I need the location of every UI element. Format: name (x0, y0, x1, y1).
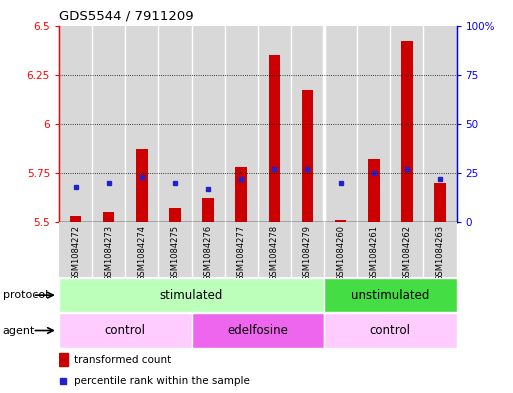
Text: GDS5544 / 7911209: GDS5544 / 7911209 (59, 10, 193, 23)
Bar (191, 313, 324, 348)
Bar (324, 222, 357, 277)
Bar (59, 353, 68, 366)
Bar (235, 167, 247, 222)
Text: GSM1084263: GSM1084263 (436, 225, 444, 281)
Text: control: control (370, 324, 411, 337)
Bar (368, 159, 380, 222)
Text: percentile rank within the sample: percentile rank within the sample (74, 376, 250, 386)
Bar (434, 183, 446, 222)
Text: GSM1084260: GSM1084260 (336, 225, 345, 281)
Bar (324, 313, 457, 348)
Bar (59, 222, 92, 277)
Bar (92, 222, 125, 277)
Bar (258, 222, 291, 277)
Bar (202, 198, 214, 222)
Bar (125, 26, 159, 222)
Bar (390, 26, 423, 222)
Text: GSM1084279: GSM1084279 (303, 225, 312, 281)
Bar (159, 222, 191, 277)
Text: transformed count: transformed count (74, 355, 171, 365)
Text: GSM1084272: GSM1084272 (71, 225, 80, 281)
Bar (59, 278, 324, 312)
Bar (225, 222, 258, 277)
Text: GSM1084277: GSM1084277 (236, 225, 246, 281)
Text: stimulated: stimulated (160, 288, 223, 302)
Bar (92, 26, 125, 222)
Text: edelfosine: edelfosine (227, 324, 288, 337)
Bar (335, 220, 346, 222)
Bar (324, 278, 457, 312)
Text: GSM1084273: GSM1084273 (104, 225, 113, 281)
Text: GSM1084274: GSM1084274 (137, 225, 146, 281)
Text: unstimulated: unstimulated (351, 288, 429, 302)
Text: protocol: protocol (3, 290, 48, 300)
Bar (258, 26, 291, 222)
Bar (136, 149, 148, 222)
Bar (423, 222, 457, 277)
Bar (302, 90, 313, 222)
Bar (225, 26, 258, 222)
Bar (324, 26, 357, 222)
Text: GSM1084278: GSM1084278 (270, 225, 279, 281)
Text: GSM1084261: GSM1084261 (369, 225, 378, 281)
Bar (125, 222, 159, 277)
Bar (103, 212, 114, 222)
Bar (59, 26, 92, 222)
Bar (159, 26, 191, 222)
Bar (191, 222, 225, 277)
Text: GSM1084275: GSM1084275 (170, 225, 180, 281)
Text: control: control (105, 324, 146, 337)
Bar (357, 26, 390, 222)
Bar (59, 313, 191, 348)
Bar (423, 26, 457, 222)
Text: GSM1084276: GSM1084276 (204, 225, 212, 281)
Bar (291, 26, 324, 222)
Bar (70, 216, 82, 222)
Bar (401, 41, 412, 222)
Bar (390, 222, 423, 277)
Bar (191, 26, 225, 222)
Bar (169, 208, 181, 222)
Bar (268, 55, 280, 222)
Bar (357, 222, 390, 277)
Bar (291, 222, 324, 277)
Text: agent: agent (3, 325, 35, 336)
Text: GSM1084262: GSM1084262 (402, 225, 411, 281)
